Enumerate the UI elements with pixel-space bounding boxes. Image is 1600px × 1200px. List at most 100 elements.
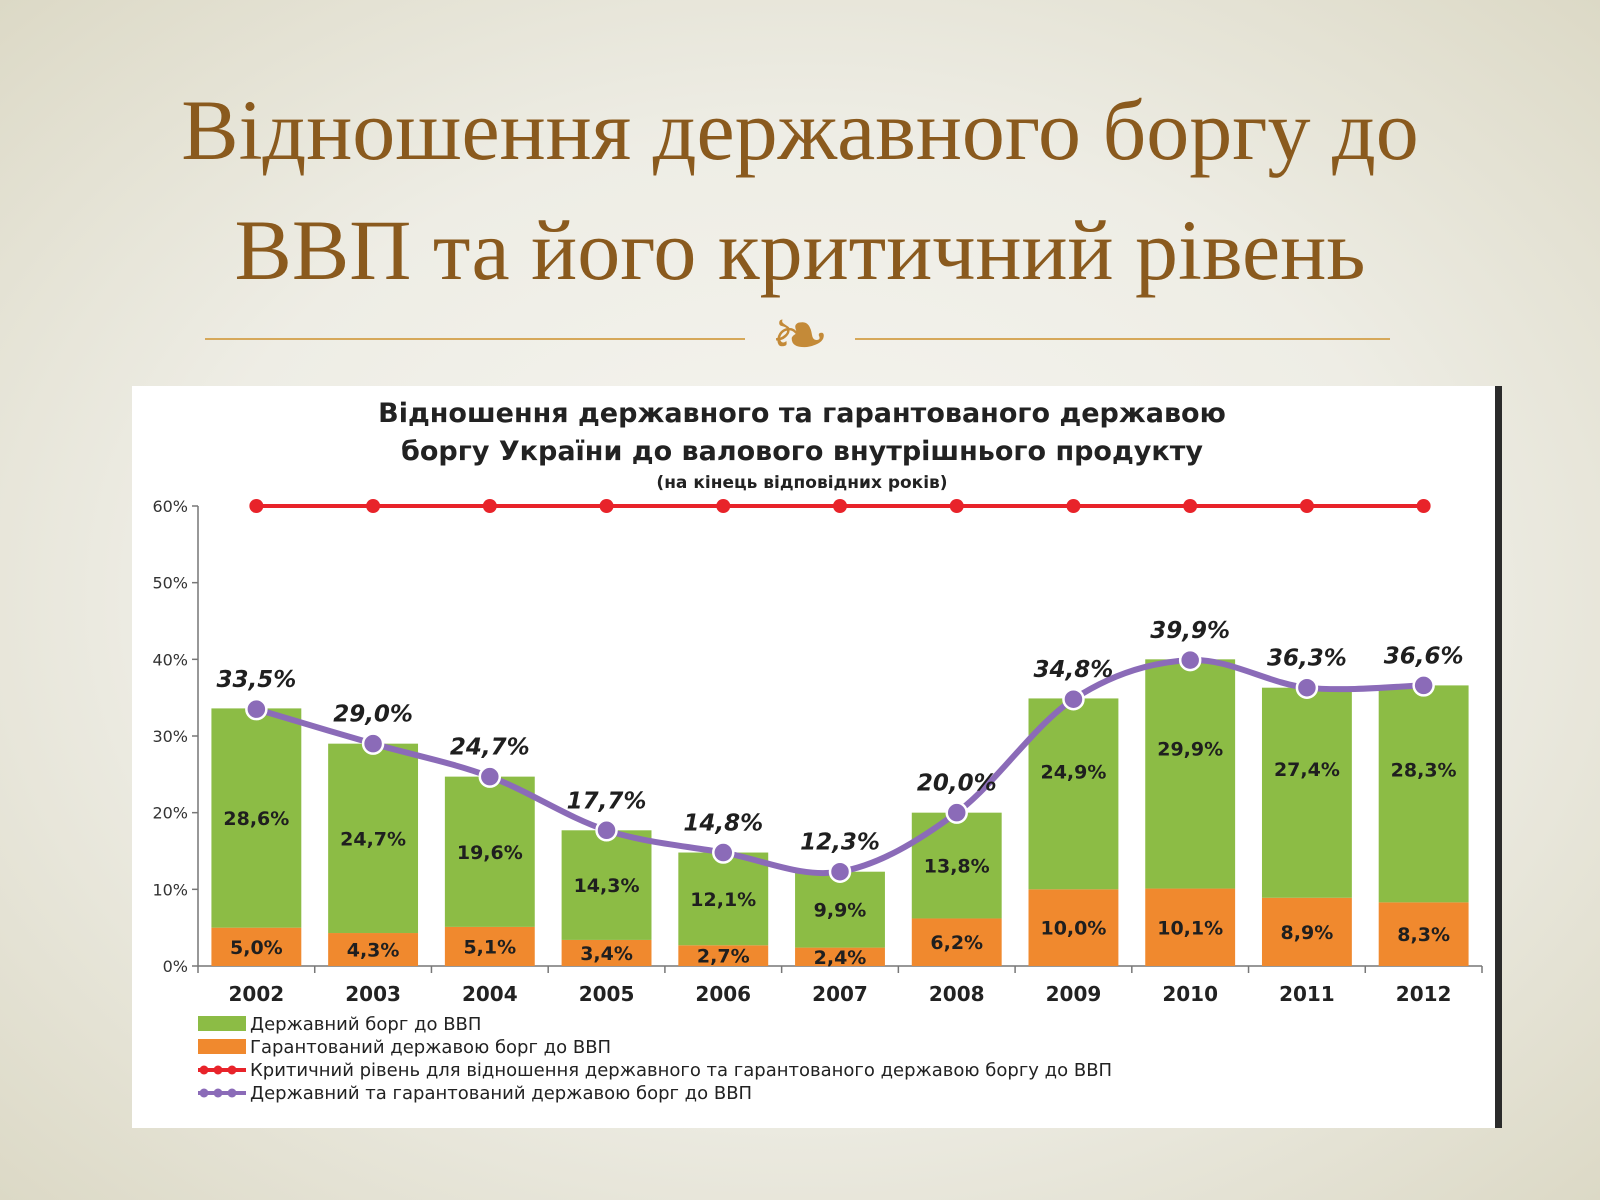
legend-label: Гарантований державою борг до ВВП [250,1037,611,1058]
x-tick-label: 2005 [579,982,635,1006]
critical-level-point [482,499,497,513]
guaranteed-debt-value-label: 10,1% [1157,917,1223,939]
bar-guaranteed-debt [444,926,535,966]
total-debt-point [828,860,852,883]
guaranteed-debt-value-label: 4,3% [347,940,400,962]
slide-title-line-1: Відношення державного боргу до [181,82,1419,178]
total-debt-point [478,765,502,788]
bar-guaranteed-debt [911,918,1002,966]
guaranteed-debt-value-label: 2,7% [697,946,750,968]
x-tick-label: 2002 [229,982,285,1006]
guaranteed-debt-value-label: 10,0% [1040,918,1106,940]
guaranteed-debt-value-label: 8,9% [1281,922,1334,944]
state-debt-value-label: 29,9% [1157,739,1223,761]
total-debt-value-label: 24,7% [450,735,530,761]
bar-state-debt [561,830,652,940]
legend-label: Державний борг до ВВП [250,1014,481,1035]
bar-guaranteed-debt [561,939,652,966]
state-debt-value-label: 24,7% [340,828,406,850]
state-debt-value-label: 27,4% [1274,759,1340,781]
total-debt-point [1295,676,1319,699]
total-debt-point [712,841,735,864]
x-tick-label: 2009 [1046,982,1102,1006]
ornament-icon: ❧ [770,294,830,376]
bar-state-debt [1028,698,1119,890]
slide-title-line-2: ВВП та його критичний рівень [234,202,1366,298]
guaranteed-debt-value-label: 2,4% [814,947,867,969]
guaranteed-debt-value-label: 3,4% [580,943,633,965]
chart-card: Відношення державного та гарантованого д… [132,386,1502,1128]
legend-swatch [198,1016,246,1031]
total-debt-point [245,697,268,721]
guaranteed-debt-value-label: 5,1% [463,936,516,958]
chart-title-line-2: боргу України до валового внутрішнього п… [401,436,1203,467]
total-debt-value-label: 36,3% [1267,646,1347,672]
x-tick-label: 2004 [462,982,518,1006]
critical-level-point [1299,499,1314,513]
y-tick-label: 40% [152,650,188,669]
total-debt-point [361,732,385,755]
bar-guaranteed-debt [1378,902,1469,966]
legend-label: Державний та гарантований державою борг … [250,1083,752,1104]
bar-guaranteed-debt [1028,889,1119,966]
state-debt-value-label: 19,6% [457,842,523,864]
legend-line-marker [213,1065,223,1075]
bar-state-debt [1378,685,1469,903]
bar-guaranteed-debt [1261,897,1352,966]
legend-line-marker [227,1088,237,1098]
bar-guaranteed-debt [211,927,302,966]
total-debt-value-label: 33,5% [216,667,296,693]
x-tick-label: 2010 [1162,982,1218,1006]
debt-to-gdp-chart: Відношення державного та гарантованого д… [152,398,1483,1104]
y-tick-label: 50% [152,574,188,593]
bar-state-debt [678,852,769,946]
legend-line-marker [199,1088,209,1098]
title-divider-left [205,338,745,340]
critical-level-point [1066,499,1081,513]
y-tick-label: 30% [152,727,188,746]
state-debt-value-label: 24,9% [1040,762,1106,784]
bar-state-debt [328,743,419,934]
bar-state-debt [1261,687,1352,898]
legend-swatch [198,1039,246,1054]
bar-guaranteed-debt [678,945,769,966]
y-tick-label: 20% [152,804,188,823]
bar-guaranteed-debt [795,947,885,966]
bar-state-debt [444,776,535,927]
total-debt-value-label: 17,7% [567,788,647,814]
state-debt-value-label: 28,3% [1391,760,1457,782]
critical-level-point [833,499,847,513]
total-debt-point [595,819,618,842]
critical-level-point [366,499,381,513]
chart-title-line-1: Відношення державного та гарантованого д… [378,398,1226,429]
x-tick-label: 2008 [929,982,985,1006]
total-debt-point [945,801,968,824]
total-debt-value-label: 29,0% [333,702,413,728]
x-tick-label: 2003 [345,982,401,1006]
total-debt-value-label: 36,6% [1384,643,1464,669]
bar-state-debt [795,871,885,948]
x-tick-label: 2011 [1279,982,1335,1006]
state-debt-value-label: 12,1% [690,889,756,911]
bar-state-debt [1145,659,1236,889]
legend-line-marker [227,1065,237,1075]
total-debt-value-label: 20,0% [917,771,997,797]
critical-level-point [249,499,264,513]
state-debt-value-label: 9,9% [814,900,867,922]
slide-title: Відношення державного боргу до ВВП та йо… [100,70,1500,310]
title-divider-right [855,338,1390,340]
total-debt-value-label: 14,8% [683,811,763,837]
guaranteed-debt-value-label: 6,2% [930,932,983,954]
guaranteed-debt-value-label: 8,3% [1397,924,1450,946]
total-debt-point [1412,674,1435,697]
total-debt-point [1062,687,1085,711]
legend-line-marker [199,1065,209,1075]
y-tick-label: 0% [163,957,188,976]
x-tick-label: 2012 [1396,982,1452,1006]
total-debt-point [1178,648,1202,672]
legend-line-marker [213,1088,223,1098]
guaranteed-debt-value-label: 5,0% [230,937,283,959]
critical-level-point [599,499,614,513]
critical-level-point [1416,499,1431,513]
state-debt-value-label: 14,3% [574,875,640,897]
